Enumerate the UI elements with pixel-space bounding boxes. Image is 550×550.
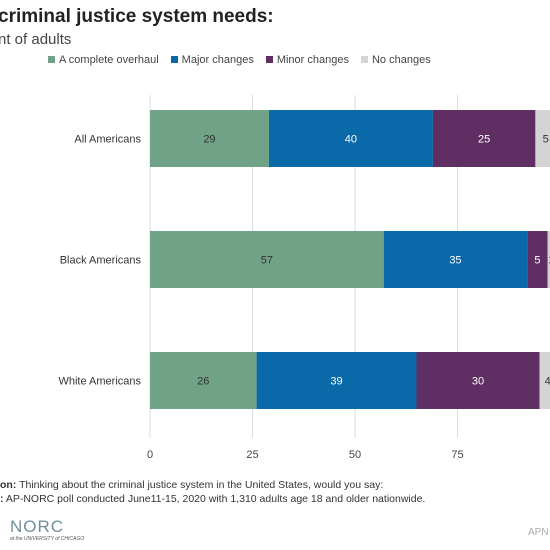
credit-text: APN [528, 527, 549, 538]
legend-swatch [360, 56, 368, 63]
norc-logo-subtitle: at the UNIVERSITY of CHICAGO [10, 536, 85, 542]
data-label: 4 [545, 376, 550, 388]
chart-notes: on: Thinking about the criminal justice … [0, 478, 425, 506]
source-label: : [0, 493, 4, 505]
data-label: 25 [478, 134, 490, 146]
legend: A complete overhaul Major changes Minor ch… [48, 54, 443, 66]
x-tick-label: 25 [246, 449, 258, 461]
bar-segment [383, 231, 528, 288]
bar-segment [150, 352, 257, 409]
bar-segment [268, 110, 433, 167]
question-note: on: Thinking about the criminal justice … [0, 478, 425, 492]
data-label: 57 [261, 255, 273, 267]
data-label: 30 [472, 376, 484, 388]
source-text: AP-NORC poll conducted June11-15, 2020 w… [5, 493, 426, 505]
legend-item-3: No changes [360, 54, 431, 66]
data-label: 39 [330, 376, 342, 388]
legend-label: A complete overhaul [59, 54, 159, 66]
data-label: 5 [543, 134, 549, 146]
data-label: 29 [203, 134, 215, 146]
data-label: 40 [345, 134, 357, 146]
bar-segment [432, 110, 536, 167]
legend-item-1: Major changes [170, 54, 254, 66]
x-tick-label: 50 [349, 449, 361, 461]
source-note: : AP-NORC poll conducted June11-15, 2020… [0, 492, 425, 506]
legend-label: Minor changes [276, 54, 349, 66]
norc-logo: NORC [10, 517, 65, 536]
category-label: Black Americans [60, 255, 142, 267]
data-label: 2 [549, 255, 550, 267]
x-tick-label: 75 [451, 449, 463, 461]
legend-swatch [170, 56, 178, 63]
legend-item-0: A complete overhaul [48, 54, 159, 66]
category-label: All Americans [74, 134, 141, 146]
bar-segment [150, 231, 384, 288]
chart-subtitle: nt of adults [0, 31, 72, 48]
category-label: White Americans [58, 376, 141, 388]
question-label: on: [0, 479, 17, 491]
bar-segment [256, 352, 417, 409]
legend-item-2: Minor changes [265, 54, 349, 66]
legend-label: No changes [371, 54, 431, 66]
bar-segment [527, 231, 548, 288]
bar-segment [547, 231, 550, 288]
x-tick-label: 0 [147, 449, 153, 461]
legend-label: Major changes [181, 54, 254, 66]
bar-segment [150, 110, 269, 167]
bar-segment [416, 352, 540, 409]
legend-swatch [265, 56, 273, 63]
data-label: 26 [197, 376, 209, 388]
question-text: Thinking about the criminal justice syst… [19, 479, 384, 491]
data-label: 35 [449, 255, 461, 267]
data-label: 5 [534, 255, 540, 267]
legend-swatch [48, 56, 55, 63]
bar-segment [539, 352, 550, 409]
chart-title: criminal justice system needs: [0, 6, 274, 27]
bar-segment [535, 110, 550, 167]
